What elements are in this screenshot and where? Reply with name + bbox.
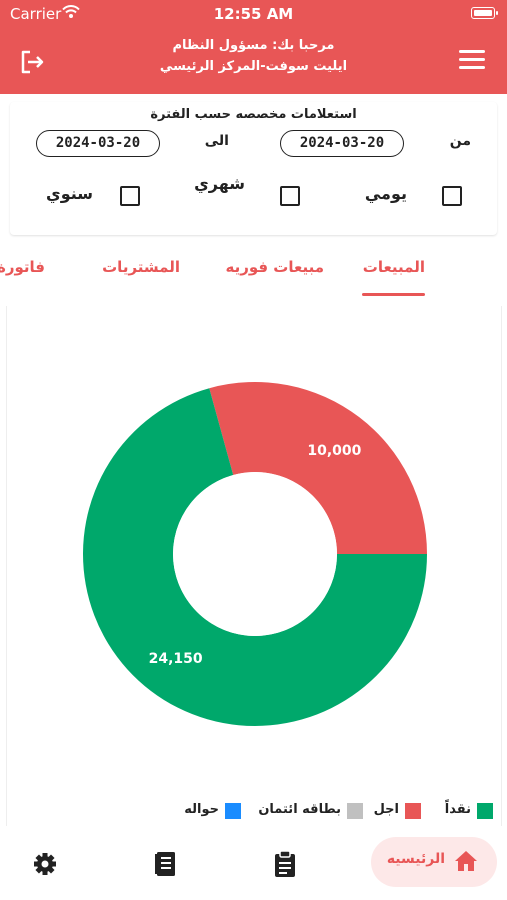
home-icon [453, 849, 479, 873]
legend-label-2: بطاقه ائتمان [258, 802, 341, 817]
receipt-book-icon[interactable] [153, 850, 179, 878]
legend-swatch-0 [477, 803, 493, 819]
header-titles: مرحبا بك: مسؤول النظام ايليت سوفت-المركز… [0, 38, 507, 74]
sales-chart-card: 10,000 24,150 [6, 306, 502, 826]
period-options: يومي شهري سنوي [10, 170, 497, 230]
to-date-field[interactable]: 2024-03-20 [36, 130, 160, 157]
to-label: الى [204, 133, 229, 149]
legend-swatch-3 [225, 803, 241, 819]
battery-icon [471, 7, 498, 19]
app-header: مرحبا بك: مسؤول النظام ايليت سوفت-المركز… [0, 28, 507, 94]
donut-hole [173, 472, 337, 636]
clipboard-icon[interactable] [272, 850, 298, 878]
tab-invoice[interactable]: فاتورة خ [0, 258, 45, 276]
tab-sales[interactable]: المبيعات [362, 258, 425, 276]
yearly-label: سنوي [46, 184, 93, 203]
donut-slice-1 [209, 382, 427, 554]
filter-heading: استعلامات مخصصه حسب الفترة [150, 107, 357, 122]
daily-label: يومي [364, 184, 407, 203]
donut-label-1: 10,000 [307, 443, 361, 459]
date-filter-card: استعلامات مخصصه حسب الفترة من 2024-03-20… [10, 102, 497, 235]
status-time: 12:55 AM [213, 5, 294, 23]
from-date-field[interactable]: 2024-03-20 [280, 130, 404, 157]
gear-icon[interactable] [32, 850, 58, 878]
status-bar: Carrier 12:55 AM [0, 0, 507, 28]
legend-swatch-1 [405, 803, 421, 819]
active-tab-indicator [362, 293, 425, 296]
monthly-label: شهري [194, 174, 245, 193]
bottom-navigation: الرئيسيه [0, 826, 507, 900]
hamburger-menu-icon[interactable] [459, 50, 485, 72]
from-label: من [449, 133, 471, 149]
tab-purchases[interactable]: المشتريات [102, 258, 180, 276]
carrier-name: Carrier [10, 5, 62, 23]
yearly-checkbox[interactable] [120, 186, 140, 206]
wifi-icon [62, 5, 80, 23]
monthly-checkbox[interactable] [280, 186, 300, 206]
home-label: الرئيسيه [386, 851, 445, 867]
branch-name: ايليت سوفت-المركز الرئيسي [159, 59, 348, 74]
home-button[interactable]: الرئيسيه [371, 837, 497, 887]
sales-donut-chart: 10,000 24,150 [83, 382, 427, 726]
chart-legend: نقداً اجل بطاقه ائتمان حواله [0, 800, 507, 824]
legend-label-3: حواله [184, 802, 219, 817]
donut-label-0: 24,150 [149, 651, 203, 667]
legend-label-0: نقداً [444, 802, 471, 817]
legend-label-1: اجل [373, 802, 399, 817]
daily-checkbox[interactable] [442, 186, 462, 206]
report-tabs: المبيعات مبيعات فوريه المشتريات فاتورة خ [0, 248, 507, 298]
welcome-text: مرحبا بك: مسؤول النظام [172, 38, 335, 53]
legend-swatch-2 [347, 803, 363, 819]
logout-icon[interactable] [18, 48, 46, 76]
tab-instant-sales[interactable]: مبيعات فوريه [225, 258, 324, 276]
donut-slice-0 [83, 388, 427, 726]
